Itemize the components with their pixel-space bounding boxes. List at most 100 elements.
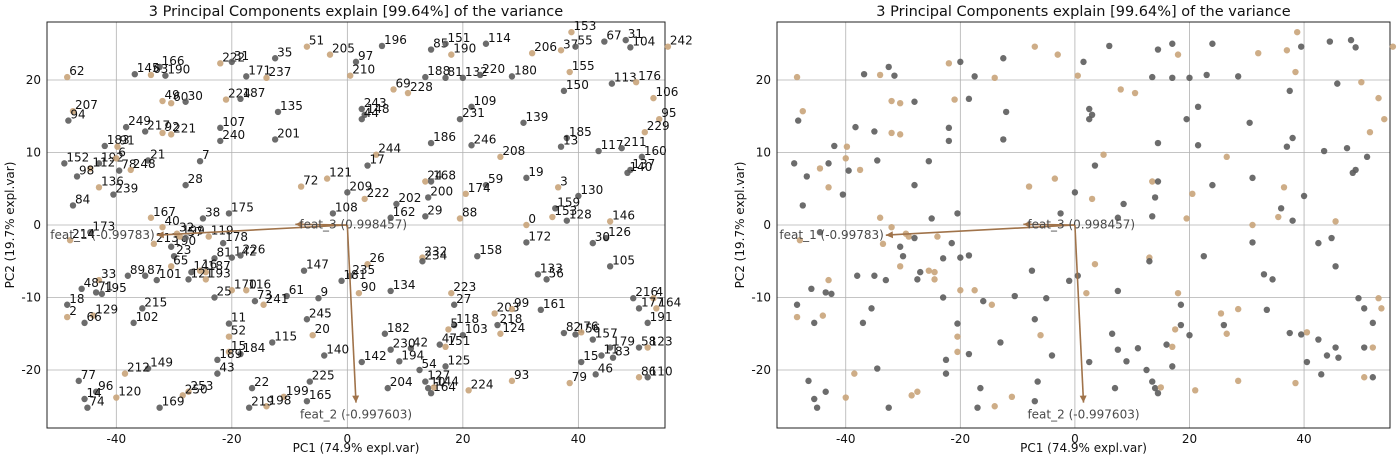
data-point xyxy=(361,195,368,203)
data-point xyxy=(156,63,163,71)
x-tick-label: -40 xyxy=(836,432,856,446)
data-point xyxy=(856,166,864,174)
data-point xyxy=(1174,289,1182,297)
data-point xyxy=(977,384,984,392)
data-point xyxy=(925,267,933,274)
data-point xyxy=(73,173,81,180)
y-tick-label: 20 xyxy=(756,73,771,87)
data-point xyxy=(1334,80,1341,87)
data-point xyxy=(1123,358,1130,365)
data-point xyxy=(1326,38,1334,45)
data-point xyxy=(1289,134,1296,142)
point-label: 63 xyxy=(153,62,168,76)
data-point xyxy=(578,358,585,366)
data-point xyxy=(1298,331,1305,338)
data-point xyxy=(578,329,585,336)
data-point xyxy=(243,73,250,80)
data-point xyxy=(156,404,163,411)
point-label: 146 xyxy=(612,208,635,222)
data-point xyxy=(925,158,933,165)
data-point xyxy=(793,313,801,321)
point-label: 222 xyxy=(222,50,245,64)
data-point xyxy=(816,229,824,236)
point-label: 237 xyxy=(268,65,291,79)
data-point xyxy=(871,128,878,135)
point-label: 217 xyxy=(147,118,170,132)
data-point xyxy=(928,215,935,222)
data-point xyxy=(297,183,305,190)
data-point xyxy=(1011,292,1018,300)
data-point xyxy=(1378,305,1385,312)
point-label: 84 xyxy=(75,192,90,206)
point-label: 29 xyxy=(427,203,442,217)
data-point xyxy=(860,71,868,78)
data-point xyxy=(95,184,103,191)
data-point xyxy=(1177,301,1185,308)
data-point xyxy=(988,301,996,308)
data-point xyxy=(121,370,129,377)
data-point xyxy=(303,397,311,405)
data-point xyxy=(225,320,233,327)
data-point xyxy=(260,301,267,308)
data-point xyxy=(338,277,345,285)
point-label: 215 xyxy=(144,295,167,309)
data-point xyxy=(627,44,634,51)
data-point xyxy=(1200,252,1208,260)
point-label: 13 xyxy=(563,134,578,148)
point-label: 25 xyxy=(216,285,231,299)
data-point xyxy=(1000,55,1007,62)
data-point xyxy=(1361,344,1368,351)
data-point xyxy=(182,181,189,189)
data-point xyxy=(101,142,108,150)
data-point xyxy=(1293,28,1301,36)
point-label: 30 xyxy=(188,89,203,103)
point-label: 222 xyxy=(367,186,390,200)
point-label: 166 xyxy=(162,54,185,68)
data-point xyxy=(828,290,835,298)
point-label: 67 xyxy=(606,29,621,43)
data-point xyxy=(303,43,311,50)
data-point xyxy=(127,166,134,174)
point-label: 199 xyxy=(286,384,309,398)
data-point xyxy=(176,233,184,240)
point-label: 35 xyxy=(277,45,292,59)
data-point xyxy=(911,234,918,242)
data-point xyxy=(1361,374,1368,381)
data-point xyxy=(185,388,192,395)
data-point xyxy=(911,98,918,105)
point-label: 224 xyxy=(228,87,251,101)
point-label: 74 xyxy=(89,395,104,409)
data-point xyxy=(1002,108,1010,116)
data-point xyxy=(572,331,579,338)
point-label: 96 xyxy=(98,379,113,393)
data-point xyxy=(1043,295,1050,302)
data-point xyxy=(243,287,250,294)
data-point xyxy=(557,47,565,54)
data-point xyxy=(436,341,443,348)
data-point xyxy=(225,348,233,356)
point-label: 71 xyxy=(98,279,113,293)
point-label: 56 xyxy=(549,266,564,280)
point-label: 229 xyxy=(647,119,670,133)
data-point xyxy=(419,258,426,265)
data-point xyxy=(1217,310,1225,317)
data-point xyxy=(1343,144,1351,152)
data-point xyxy=(1154,390,1162,397)
data-point xyxy=(957,287,964,294)
point-label: 95 xyxy=(661,106,676,120)
data-point xyxy=(217,137,224,145)
data-point xyxy=(122,123,130,131)
point-label: 253 xyxy=(191,379,214,393)
data-point xyxy=(554,184,562,191)
point-label: 81 xyxy=(216,245,231,259)
data-point xyxy=(445,326,452,333)
data-point xyxy=(980,297,987,305)
point-label: 139 xyxy=(525,110,548,124)
data-point xyxy=(442,363,449,370)
point-label: 172 xyxy=(528,229,551,243)
data-point xyxy=(144,365,152,372)
data-point xyxy=(251,297,259,305)
point-label: 69 xyxy=(396,76,411,90)
data-point xyxy=(482,181,490,189)
data-point xyxy=(1174,51,1182,58)
